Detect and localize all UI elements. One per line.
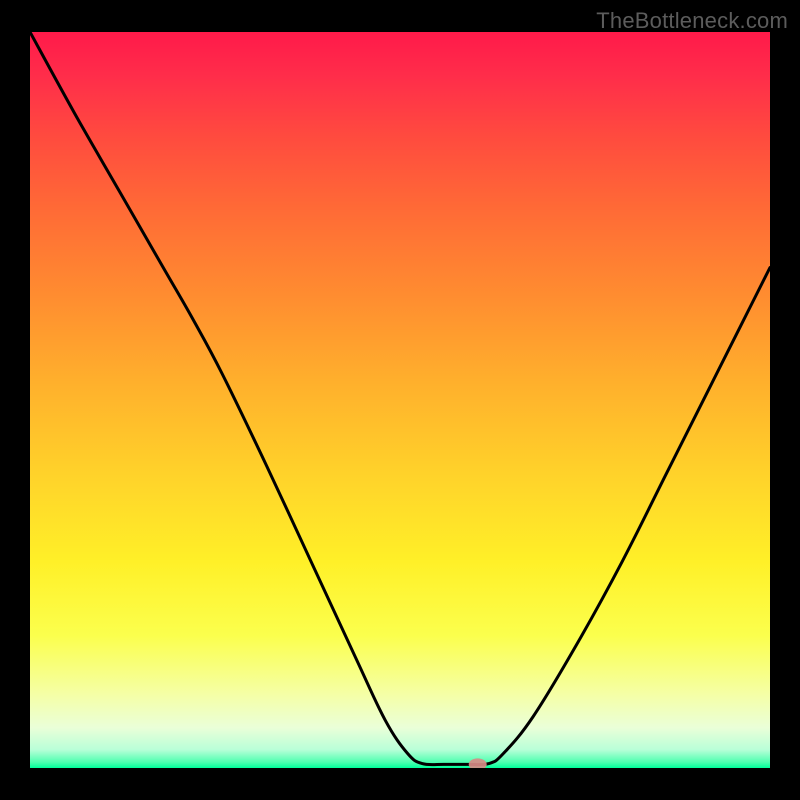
plot-svg bbox=[30, 32, 770, 768]
attribution-label: TheBottleneck.com bbox=[596, 8, 788, 34]
chart-container: TheBottleneck.com bbox=[0, 0, 800, 800]
plot-area bbox=[30, 32, 770, 768]
gradient-background bbox=[30, 32, 770, 768]
